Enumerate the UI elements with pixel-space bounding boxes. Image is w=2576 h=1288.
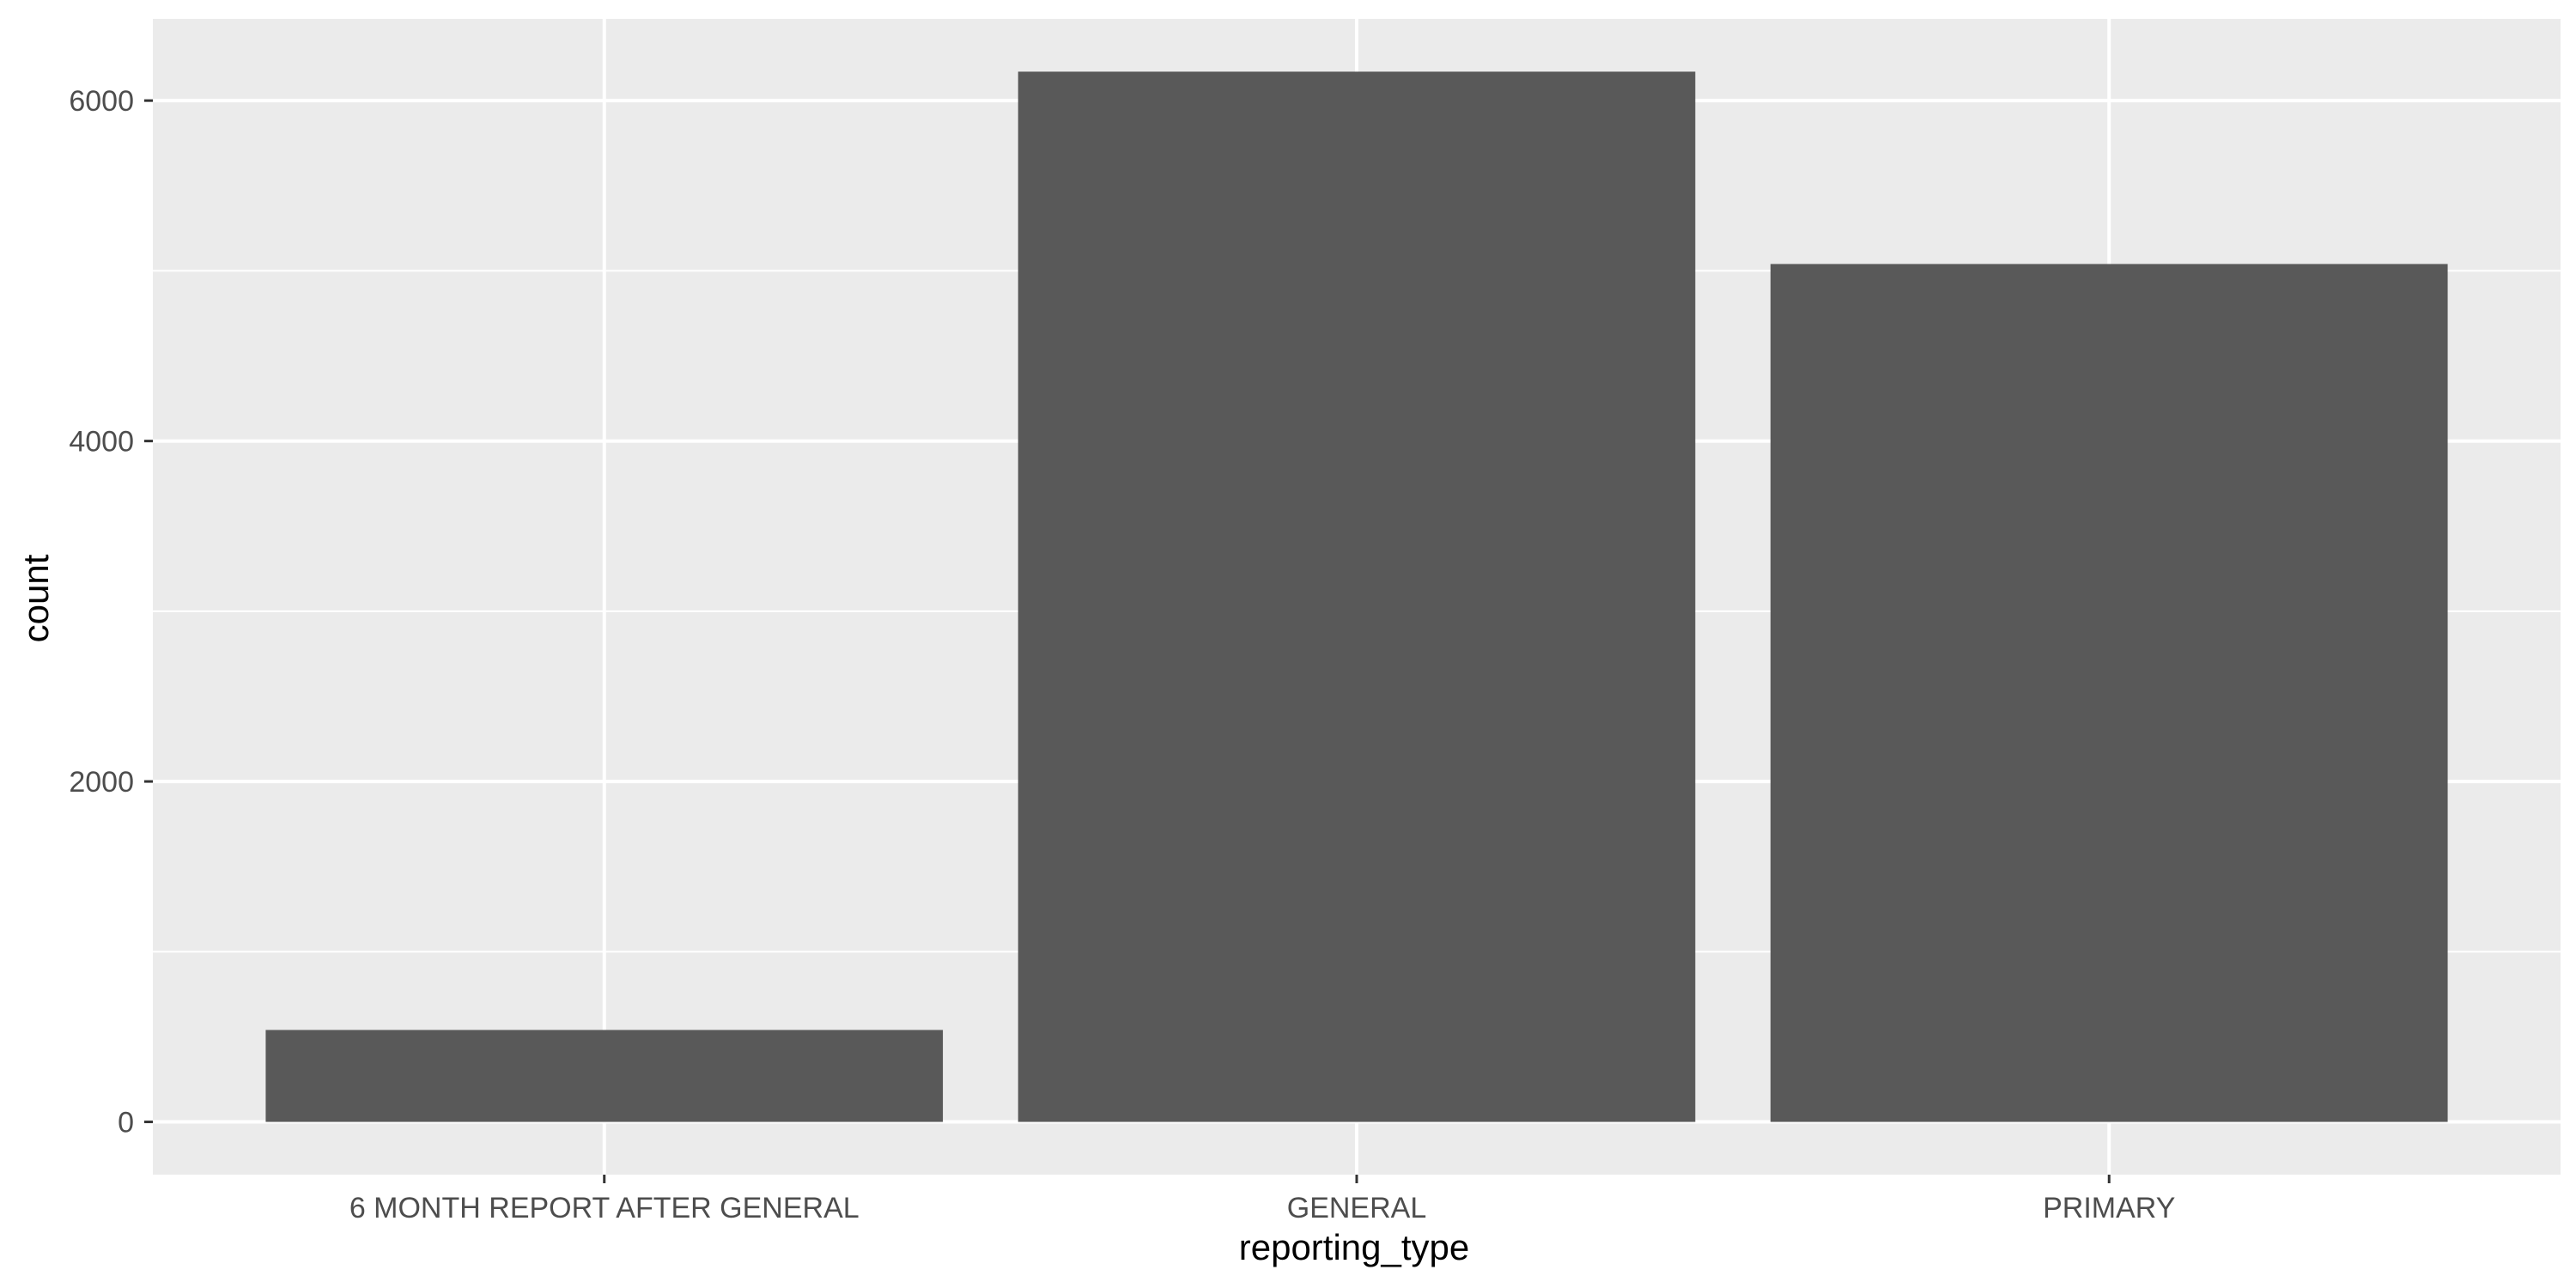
y-tick-label: 6000 <box>69 85 134 118</box>
y-tick-label: 0 <box>118 1107 134 1139</box>
bar <box>1770 264 2448 1122</box>
x-tick-label: GENERAL <box>1287 1192 1427 1224</box>
bar <box>1018 71 1696 1122</box>
x-axis: 6 MONTH REPORT AFTER GENERAL GENERAL PRIMA… <box>349 1175 2175 1224</box>
y-tick-label: 2000 <box>69 766 134 799</box>
bar <box>265 1030 944 1122</box>
x-tick-label: PRIMARY <box>2043 1192 2175 1224</box>
y-axis: 0 2000 4000 6000 <box>69 85 153 1139</box>
x-axis-title: reporting_type <box>1239 1227 1470 1267</box>
y-tick-label: 4000 <box>69 426 134 459</box>
x-tick-label: 6 MONTH REPORT AFTER GENERAL <box>349 1192 860 1224</box>
y-axis-title: count <box>15 554 56 642</box>
bars <box>265 71 2448 1122</box>
